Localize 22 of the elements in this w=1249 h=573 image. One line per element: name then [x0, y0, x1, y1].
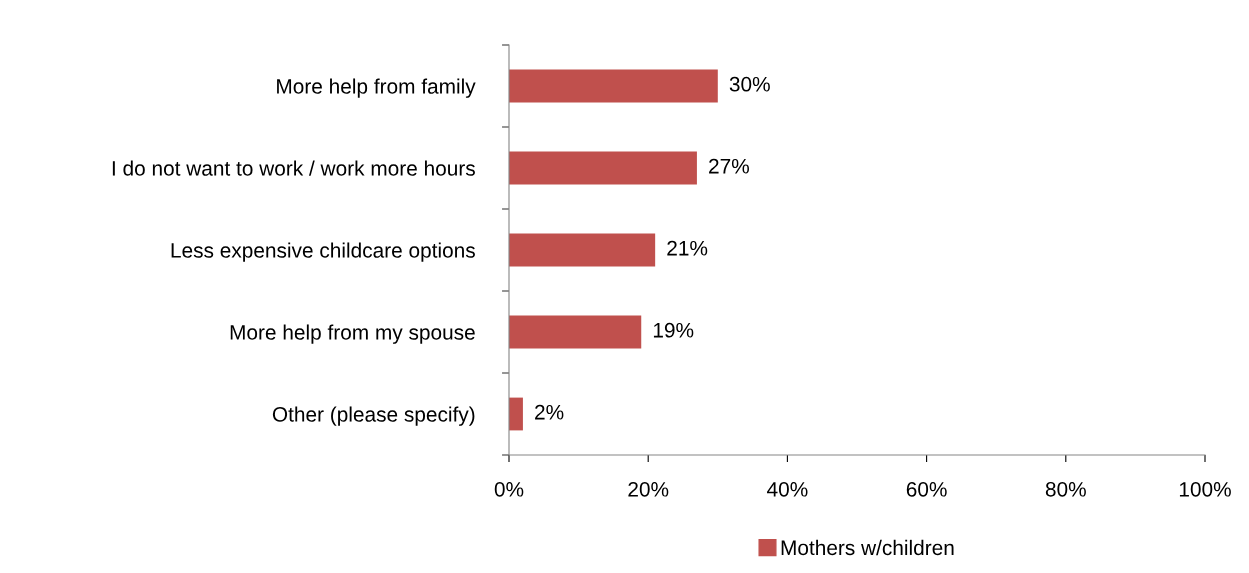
data-label: 19%: [653, 322, 694, 338]
data-label: 2%: [535, 404, 564, 420]
y-tick-label: Other (please specify): [272, 406, 475, 426]
legend-label: Mothers w/children: [781, 539, 954, 556]
bar: [509, 397, 523, 431]
bar: [509, 151, 697, 185]
x-tick-label: 0%: [494, 481, 524, 497]
y-tick-label: More help from family: [277, 78, 476, 98]
bar: [509, 233, 656, 267]
bar: [509, 69, 718, 103]
bar: [509, 315, 642, 349]
x-tick-label: 60%: [906, 481, 947, 497]
data-label: 27%: [709, 158, 749, 174]
y-tick-label: I do not want to work / work more hours: [112, 160, 475, 176]
data-label: 30%: [729, 76, 770, 92]
x-tick-label: 20%: [628, 481, 669, 497]
x-tick-label: 40%: [767, 481, 808, 497]
x-tick-label: 80%: [1045, 481, 1086, 497]
y-tick-label: Less expensive childcare options: [171, 242, 475, 262]
x-tick-label: 100%: [1179, 481, 1231, 497]
y-tick-label: More help from my spouse: [230, 324, 475, 344]
data-label: 21%: [667, 240, 708, 256]
